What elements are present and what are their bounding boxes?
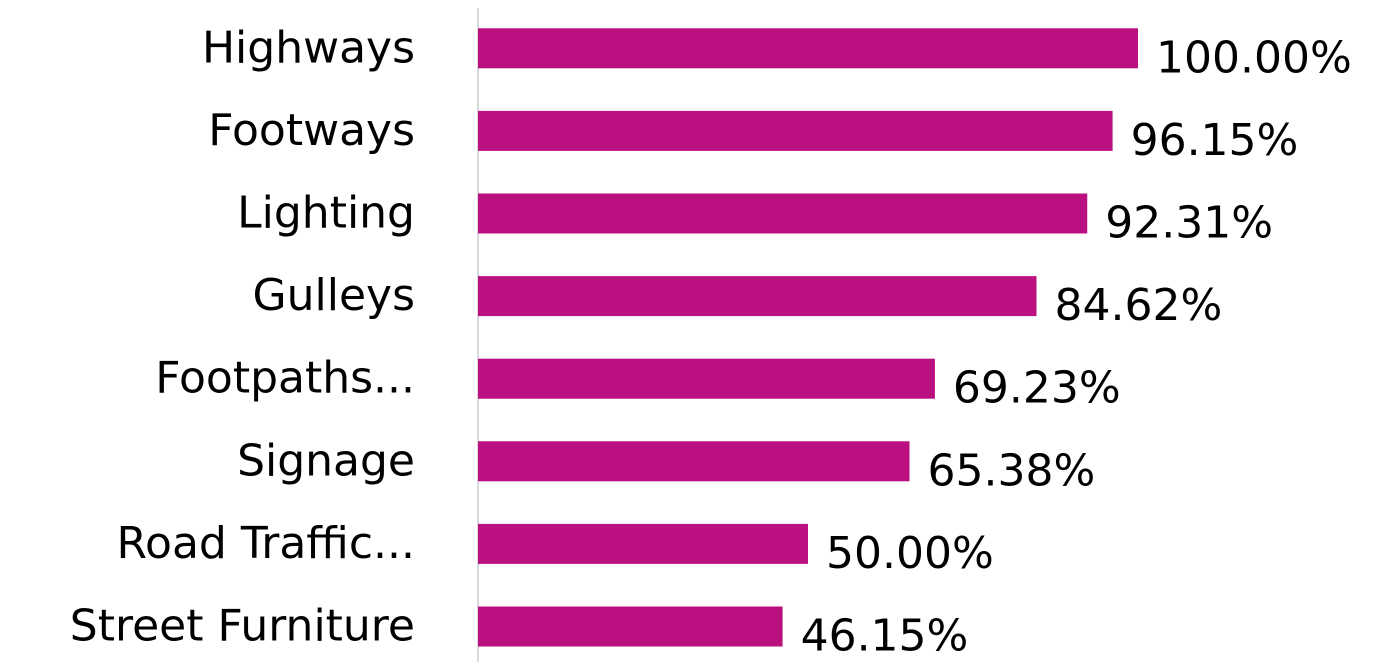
bar [478, 193, 1088, 234]
bar [478, 110, 1113, 151]
bar [478, 28, 1138, 69]
bar [478, 523, 808, 564]
y-tick-label: Footpaths... [155, 353, 415, 404]
data-label: 46.15% [801, 611, 969, 662]
y-tick-label: Footways [208, 105, 415, 156]
bar [478, 441, 910, 482]
data-label: 96.15% [1131, 115, 1299, 166]
data-label: 84.62% [1054, 280, 1222, 331]
data-label: 65.38% [928, 445, 1096, 496]
y-tick-label: Gulleys [253, 270, 415, 321]
bar [478, 276, 1037, 317]
data-label: 100.00% [1156, 32, 1352, 83]
data-label: 92.31% [1105, 198, 1273, 249]
y-tick-label: Highways [202, 22, 415, 73]
y-tick-label: Lighting [237, 188, 415, 239]
y-tick-label: Road Traffic... [116, 518, 415, 569]
bar [478, 606, 783, 647]
bar [478, 358, 935, 399]
y-tick-label: Street Furniture [70, 601, 415, 652]
data-label: 69.23% [953, 363, 1121, 414]
data-label: 50.00% [826, 528, 994, 579]
y-tick-label: Signage [237, 435, 415, 486]
